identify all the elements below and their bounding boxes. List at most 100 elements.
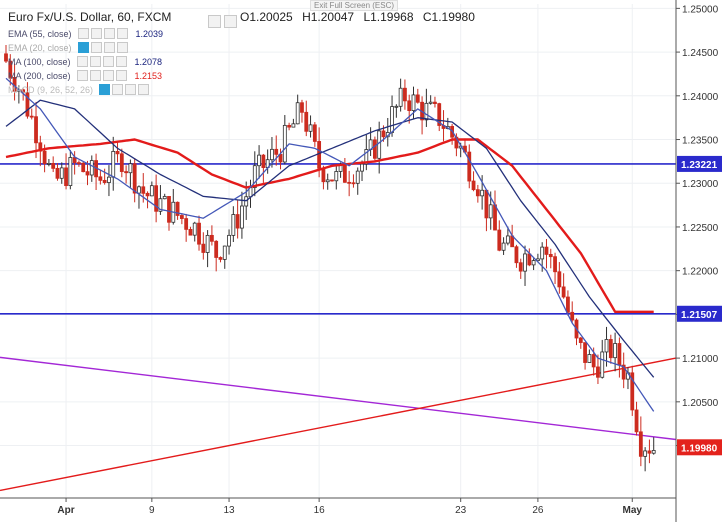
more-icon[interactable]: [116, 42, 128, 53]
candle-body: [222, 245, 227, 260]
candle-body: [175, 201, 180, 216]
candle-body: [85, 171, 90, 176]
candle-body: [364, 149, 369, 165]
indicator-controls: [77, 42, 130, 55]
close-icon[interactable]: [102, 56, 114, 67]
ohlc-readout: O1.20025 H1.20047 L1.19968 C1.19980: [240, 10, 475, 24]
candle-body: [351, 182, 356, 185]
candle-body: [317, 141, 322, 169]
x-tick-label: 16: [314, 505, 326, 516]
candle-body: [583, 342, 587, 363]
close-icon[interactable]: [125, 84, 137, 95]
low-value: L1.19968: [363, 10, 414, 24]
indicator-controls: [99, 84, 151, 97]
candle-body: [231, 214, 236, 236]
eye-icon[interactable]: [77, 28, 89, 39]
candle-body: [411, 94, 416, 111]
y-tick-label: 1.24000: [682, 92, 719, 103]
candle-body: [291, 123, 296, 128]
indicator-row-macd[interactable]: MACD (9, 26, 52, 26): [8, 84, 157, 97]
y-tick-label: 1.23000: [682, 179, 719, 190]
ma200-line: [5, 138, 654, 313]
indicator-controls: [76, 70, 129, 83]
candle-body: [132, 163, 137, 194]
candle-body: [608, 339, 613, 359]
indicator-label: EMA (20, close): [8, 42, 72, 53]
close-icon[interactable]: [103, 28, 115, 39]
more-icon[interactable]: [138, 84, 150, 95]
candle-body: [261, 154, 266, 168]
candle-body: [638, 431, 643, 457]
x-tick-label: May: [623, 505, 643, 516]
settings-icon[interactable]: [90, 42, 102, 53]
more-icon[interactable]: [115, 56, 127, 67]
candle-body: [34, 116, 38, 144]
candle-body: [471, 180, 476, 191]
more-icon[interactable]: [115, 70, 127, 81]
ema55-line: [5, 99, 655, 378]
settings-icon[interactable]: [112, 84, 124, 95]
indicator-controls: [76, 56, 129, 69]
candle-body: [643, 450, 648, 457]
more-icon[interactable]: [116, 28, 128, 39]
indicator-label: MA (100, close): [8, 56, 71, 67]
candle-body: [394, 105, 399, 108]
indicator-row-ma200[interactable]: MA (200, close) 1.2153: [8, 70, 162, 83]
candle-body: [227, 234, 231, 247]
candle-body: [433, 101, 437, 104]
candle-body: [205, 234, 210, 253]
high-value: H1.20047: [302, 10, 355, 24]
candle-body: [561, 286, 566, 298]
candle-body: [355, 170, 360, 184]
candle-body: [244, 196, 249, 207]
settings-icon[interactable]: [89, 56, 101, 67]
candle-body: [55, 167, 60, 179]
settings-icon[interactable]: [89, 70, 101, 81]
close-icon[interactable]: [102, 70, 114, 81]
candle-body: [647, 450, 652, 454]
settings-icon[interactable]: [90, 28, 102, 39]
x-tick-label: 13: [223, 505, 235, 516]
candle-body: [270, 148, 274, 161]
candle-body: [25, 92, 30, 117]
indicator-row-ma100[interactable]: MA (100, close) 1.2078: [8, 56, 162, 69]
indicator-row-ema55[interactable]: EMA (55, close) 1.2039: [8, 28, 163, 41]
exit-fullscreen-hint[interactable]: Exit Full Screen (ESC): [310, 0, 399, 11]
candle-body: [8, 60, 13, 78]
indicator-value: 1.2039: [135, 28, 164, 39]
candle-body: [252, 165, 257, 188]
candle-body: [497, 229, 502, 251]
eye-icon[interactable]: [76, 56, 88, 67]
eye-icon[interactable]: [76, 70, 88, 81]
indicator-value: 1.2153: [134, 70, 163, 81]
close-icon[interactable]: [103, 42, 115, 53]
candle-body: [621, 364, 626, 380]
toggle-icon[interactable]: [224, 15, 237, 28]
y-tick-label: 1.23500: [682, 136, 719, 147]
candle-body: [287, 124, 292, 128]
trendlines: [0, 356, 677, 492]
candle-body: [29, 115, 34, 118]
ema20-line: [5, 77, 655, 412]
price-tag-label: 1.19980: [681, 443, 718, 454]
candle-body: [201, 243, 206, 253]
candle-body: [617, 343, 622, 366]
candle-body: [141, 186, 146, 194]
candle-body: [334, 171, 339, 182]
symbol-label[interactable]: Euro Fx/U.S. Dollar, 60, FXCM: [8, 10, 172, 24]
settings-icon[interactable]: [208, 15, 221, 28]
candle-body: [184, 218, 189, 230]
candle-body: [347, 181, 352, 184]
y-tick-label: 1.25000: [682, 4, 719, 15]
candle-body: [154, 185, 159, 212]
candle-body: [98, 176, 103, 181]
candle-body: [107, 176, 111, 183]
candle-body: [403, 87, 407, 102]
candle-body: [137, 186, 141, 194]
candle-body: [360, 163, 364, 172]
eye-icon[interactable]: [77, 42, 89, 53]
eye-icon[interactable]: [99, 84, 111, 95]
indicator-row-ema20[interactable]: EMA (20, close): [8, 42, 136, 55]
price-level-tag: [677, 305, 722, 322]
